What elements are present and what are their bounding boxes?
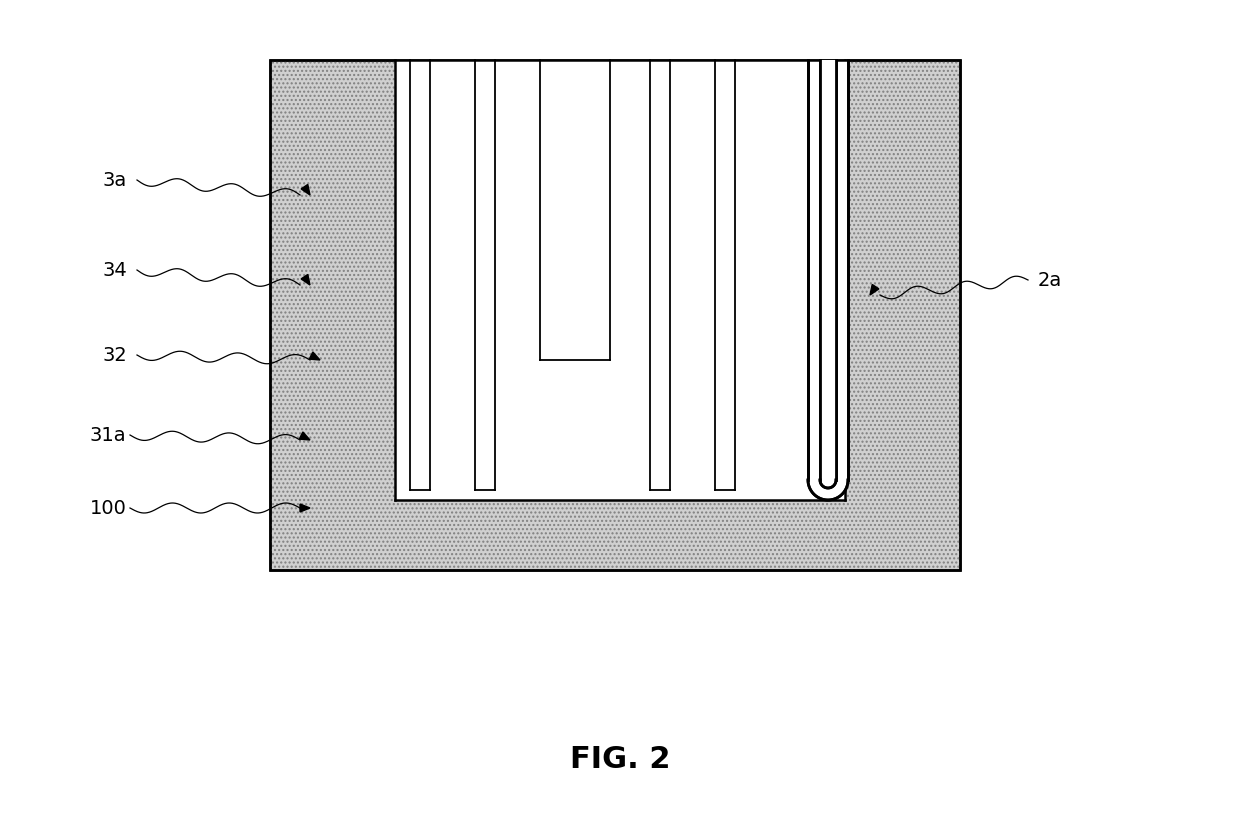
Polygon shape [309, 352, 320, 360]
Bar [808, 60, 848, 480]
Bar [270, 60, 960, 570]
Text: 32: 32 [103, 346, 128, 365]
Polygon shape [808, 480, 848, 500]
Bar [539, 60, 610, 360]
Polygon shape [301, 184, 310, 195]
Bar [270, 60, 960, 570]
Polygon shape [301, 274, 310, 285]
Bar [820, 60, 836, 490]
Bar [715, 60, 735, 490]
Polygon shape [299, 432, 310, 440]
Bar [650, 60, 670, 490]
Text: 100: 100 [89, 498, 126, 517]
Polygon shape [300, 504, 310, 512]
Text: 34: 34 [103, 261, 128, 280]
Bar [475, 60, 495, 490]
Text: 31a: 31a [89, 426, 126, 445]
Text: 3a: 3a [103, 171, 128, 189]
Bar [396, 60, 844, 500]
Polygon shape [870, 284, 879, 295]
Bar [410, 60, 430, 490]
Bar [270, 60, 960, 570]
Text: FIG. 2: FIG. 2 [569, 746, 671, 775]
Text: 2a: 2a [1038, 271, 1063, 290]
